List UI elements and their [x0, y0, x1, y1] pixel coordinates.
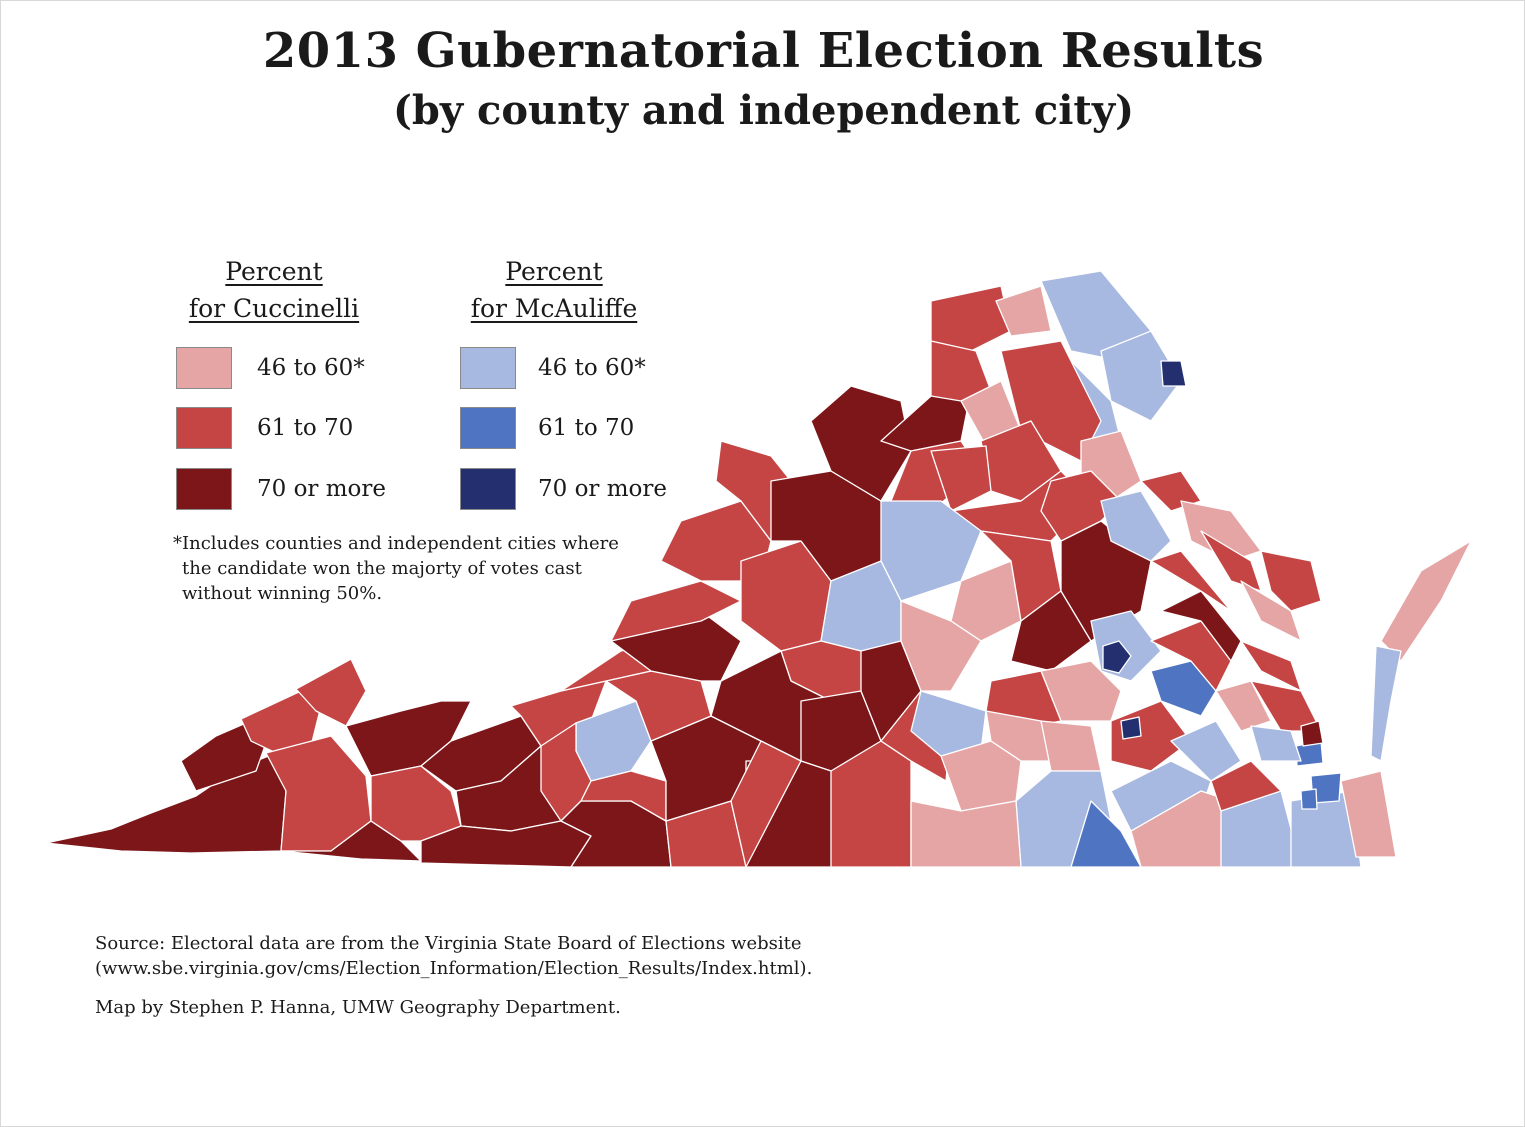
- map-subtitle: (by county and independent city): [392, 87, 1135, 134]
- region-alleghany: [610, 580, 742, 642]
- region-northumberland: [1260, 550, 1322, 612]
- legend-label-mcauliffe-46-60: 46 to 60*: [538, 355, 646, 381]
- region-mathews: [1300, 720, 1324, 747]
- region-richmond-city: [1102, 640, 1132, 674]
- region-king-william: [1160, 590, 1242, 662]
- region-madison: [930, 445, 992, 512]
- map-credit: Map by Stephen P. Hanna, UMW Geography D…: [95, 997, 621, 1018]
- legend-swatch-mcauliffe-46-60: [460, 347, 516, 389]
- legend-heading-cuccinelli-line1: Percent: [225, 257, 323, 286]
- map-title: 2013 Gubernatorial Election Results: [262, 23, 1265, 79]
- region-caroline: [1100, 490, 1172, 562]
- region-buckingham: [900, 600, 982, 692]
- legend-footnote-line3: without winning 50%.: [182, 583, 383, 604]
- legend-label-cuccinelli-46-60: 46 to 60*: [257, 355, 365, 381]
- legend-heading-mcauliffe: Percent for McAuliffe: [461, 253, 647, 327]
- region-arlington: [1160, 360, 1187, 387]
- legend-swatch-mcauliffe-70-plus: [460, 468, 516, 510]
- region-virginia-beach: [1340, 770, 1397, 858]
- legend-footnote: *Includes counties and independent citie…: [173, 531, 633, 606]
- legend-swatch-cuccinelli-46-60: [176, 347, 232, 389]
- region-shenandoah: [880, 390, 972, 452]
- source-line1: Source: Electoral data are from the Virg…: [95, 933, 802, 954]
- region-buchanan: [295, 658, 367, 727]
- region-york: [1250, 725, 1302, 762]
- region-richmond-county: [1200, 530, 1262, 592]
- legend-heading-mcauliffe-line2: for McAuliffe: [470, 294, 638, 323]
- region-portsmouth: [1300, 788, 1318, 810]
- legend-label-mcauliffe-61-70: 61 to 70: [538, 415, 635, 441]
- region-clarke: [995, 285, 1052, 337]
- region-lunenburg: [910, 800, 1022, 868]
- legend-swatch-mcauliffe-61-70: [460, 407, 516, 449]
- region-king-george: [1140, 470, 1202, 512]
- legend-heading-cuccinelli: Percent for Cuccinelli: [181, 253, 367, 327]
- legend-footnote-line1: *Includes counties and independent citie…: [173, 533, 619, 554]
- region-nottoway: [1040, 720, 1102, 772]
- region-james-city: [1215, 680, 1272, 732]
- region-prince-edward: [940, 740, 1022, 812]
- region-accomack: [1380, 540, 1472, 662]
- region-charles-city: [1150, 660, 1217, 717]
- region-fairfax: [1100, 330, 1182, 422]
- region-lancaster: [1240, 580, 1302, 642]
- region-essex: [1150, 550, 1232, 612]
- source-note: Source: Electoral data are from the Virg…: [95, 931, 995, 981]
- region-surry: [1170, 720, 1242, 782]
- legend-label-mcauliffe-70-plus: 70 or more: [538, 476, 667, 502]
- region-northampton: [1370, 645, 1402, 762]
- region-goochland: [1010, 590, 1092, 672]
- legend-heading-mcauliffe-line1: Percent: [505, 257, 603, 286]
- region-westmoreland: [1180, 500, 1262, 562]
- legend-label-cuccinelli-70-plus: 70 or more: [257, 476, 386, 502]
- legend-swatch-cuccinelli-61-70: [176, 407, 232, 449]
- legend-label-cuccinelli-61-70: 61 to 70: [257, 415, 354, 441]
- legend-heading-cuccinelli-line2: for Cuccinelli: [188, 294, 360, 323]
- legend-footnote-line2: the candidate won the majorty of votes c…: [182, 558, 582, 579]
- region-petersburg: [1120, 716, 1142, 740]
- region-henry: [730, 740, 802, 868]
- region-henrico: [1090, 610, 1162, 682]
- source-line2: (www.sbe.virginia.gov/cms/Election_Infor…: [95, 958, 813, 979]
- region-frederick: [930, 285, 1012, 352]
- region-amelia: [985, 710, 1052, 762]
- legend-swatch-cuccinelli-70-plus: [176, 468, 232, 510]
- region-spotsylvania: [1040, 470, 1122, 542]
- region-new-kent: [1150, 620, 1232, 692]
- region-fluvanna: [950, 560, 1022, 642]
